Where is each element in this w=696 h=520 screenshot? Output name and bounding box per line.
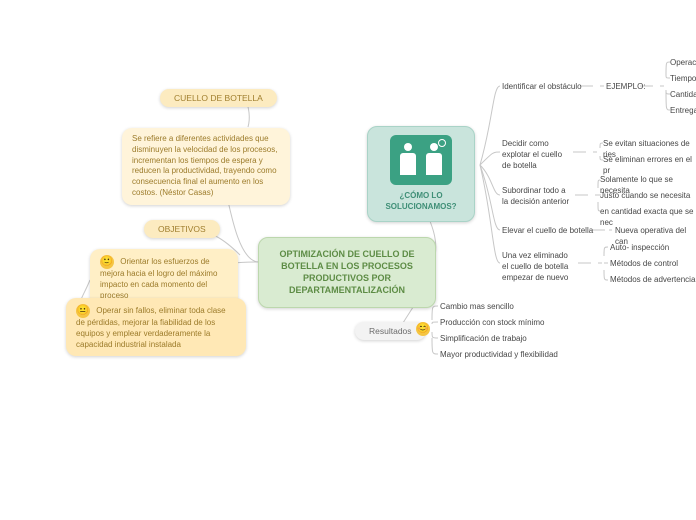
cuello-pill[interactable]: CUELLO DE BOTELLA	[160, 89, 277, 107]
s1-i1: Tiempos	[670, 74, 696, 85]
root-node[interactable]: OPTIMIZACIÓN DE CUELLO DE BOTELLA EN LOS…	[258, 237, 436, 308]
resultados-label: Resultados	[369, 326, 412, 336]
s2-i1: Se eliminan errores en el pr	[603, 155, 696, 177]
s5-i2: Métodos de advertencia	[610, 275, 695, 286]
step5: Una vez eliminado el cuello de botella e…	[502, 251, 576, 283]
como-node[interactable]: ¿CÓMO LO SOLUCIONAMOS?	[367, 126, 475, 222]
s1-i2: Cantidad	[670, 90, 696, 101]
step4: Elevar el cuello de botella	[502, 226, 593, 237]
step3: Subordinar todo a la decisión anterior	[502, 186, 572, 208]
resultados-pill[interactable]: Resultados	[355, 322, 426, 340]
step2: Decidir como explotar el cuello de botel…	[502, 139, 572, 171]
r3: Mayor productividad y flexibilidad	[440, 350, 558, 361]
como-icon	[390, 135, 452, 185]
s5-i1: Métodos de control	[610, 259, 678, 270]
s5-i0: Auto- inspección	[610, 243, 669, 254]
cuello-pill-label: CUELLO DE BOTELLA	[174, 93, 263, 103]
obj1-text: Orientar los esfuerzos de mejora hacia e…	[100, 257, 217, 299]
smile-icon: 🙂	[100, 255, 114, 269]
objetivos-pill[interactable]: OBJETIVOS	[144, 220, 220, 238]
s1-i0: Operaci	[670, 58, 696, 69]
obj2: 😐 Operar sin fallos, eliminar toda clase…	[66, 298, 246, 356]
obj2-text: Operar sin fallos, eliminar toda clase d…	[76, 306, 226, 348]
cuello-desc-text: Se refiere a diferentes actividades que …	[132, 134, 277, 197]
happy-icon: 😊	[416, 322, 430, 336]
r2: Simplificación de trabajo	[440, 334, 527, 345]
step1: Identificar el obstáculo	[502, 82, 582, 93]
neutral-icon: 😐	[76, 304, 90, 318]
step1-ej: EJEMPLO:	[606, 82, 646, 93]
root-label: OPTIMIZACIÓN DE CUELLO DE BOTELLA EN LOS…	[280, 249, 415, 295]
objetivos-label: OBJETIVOS	[158, 224, 206, 234]
como-label: ¿CÓMO LO SOLUCIONAMOS?	[385, 191, 456, 211]
r1: Producción con stock mínimo	[440, 318, 545, 329]
s3-i1: Justo cuando se necesita	[600, 191, 690, 202]
r0: Cambio mas sencillo	[440, 302, 514, 313]
s1-i3: Entregas	[670, 106, 696, 117]
cuello-desc: Se refiere a diferentes actividades que …	[122, 128, 290, 205]
